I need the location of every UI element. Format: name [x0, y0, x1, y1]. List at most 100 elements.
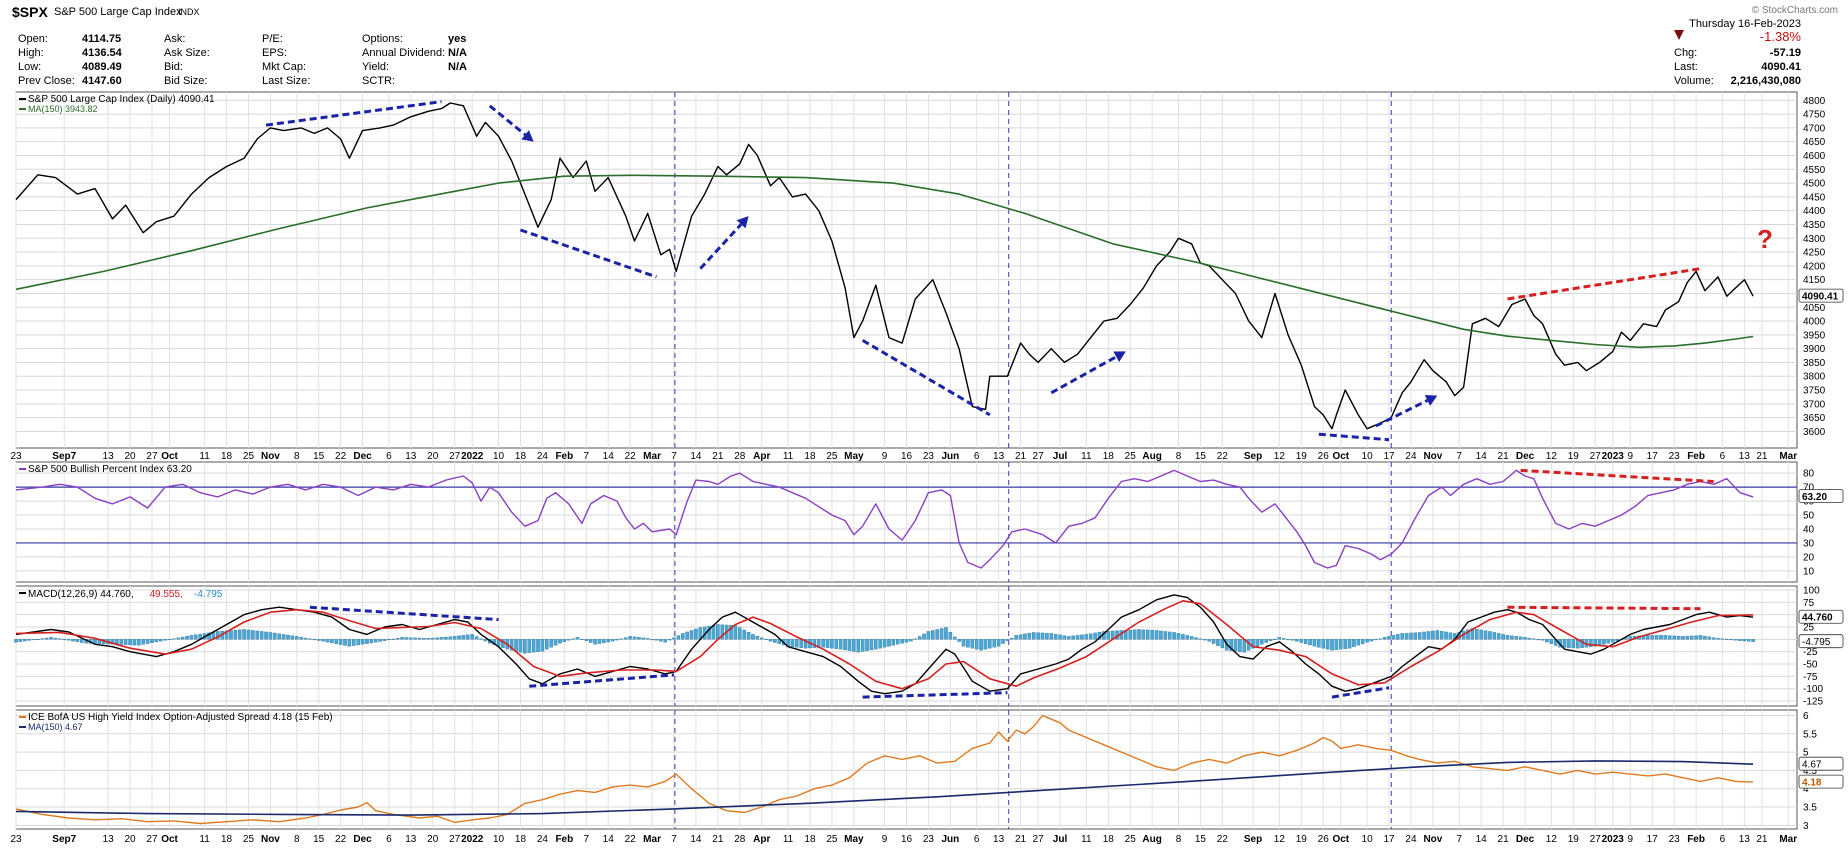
x-tick-label: Feb [1687, 834, 1705, 845]
x-tick-label: Oct [161, 834, 178, 845]
histogram-bar [1628, 636, 1633, 640]
histogram-bar [80, 639, 84, 643]
histogram-bar [733, 625, 738, 640]
panel-3: 3 3.5 4 4.5 5 5.5 6 ICE BofA US High Yield Inde… [15, 709, 1844, 832]
panel-legend: MACD(12,26,9) 44.760, 49.555, -4.795 [19, 589, 223, 600]
histogram-bar [553, 639, 558, 646]
histogram-bar [610, 639, 615, 642]
histogram-bar [742, 629, 746, 640]
histogram-bar [1689, 635, 1694, 640]
histogram-bar [869, 639, 874, 651]
histogram-bar [795, 639, 799, 648]
histogram-bar [1611, 639, 1615, 643]
x-tick-label: 18 [1103, 834, 1115, 845]
x-tick-label: 14 [690, 834, 702, 845]
y-tick-label: 30 [1803, 538, 1815, 549]
histogram-bar [1540, 639, 1545, 641]
histogram-bar [1080, 634, 1084, 640]
histogram-bar [93, 639, 97, 644]
histogram-bar [926, 631, 931, 640]
x-tick-label: 14 [1476, 451, 1488, 462]
x-tick-label: 17 [1647, 451, 1659, 462]
x-tick-label: 23 [10, 834, 22, 845]
x-tick-label: Dec [353, 834, 372, 845]
histogram-bar [435, 637, 439, 640]
x-tick-label: 12 [1546, 834, 1558, 845]
histogram-bar [356, 639, 360, 646]
x-tick-label: 27 [1033, 834, 1045, 845]
quote-label: Open: [18, 33, 48, 45]
x-tick-label: 2022 [461, 834, 484, 845]
histogram-bar [1181, 634, 1185, 640]
x-tick-label: 27 [1590, 834, 1602, 845]
histogram-bar [1010, 637, 1014, 640]
x-tick-label: Dec [1516, 451, 1535, 462]
x-tick-label: 22 [1217, 834, 1229, 845]
histogram-bar [843, 639, 847, 651]
histogram-bar [865, 639, 869, 651]
histogram-bar [387, 639, 391, 641]
histogram-bar [1040, 632, 1045, 640]
histogram-bar [1220, 639, 1225, 649]
histogram-bar [483, 639, 488, 642]
histogram-bar [303, 637, 308, 640]
histogram-bar [1435, 630, 1440, 640]
x-tick-label: 26 [1318, 451, 1330, 462]
histogram-bar [1562, 639, 1567, 648]
x-tick-label: 2023 [1602, 451, 1625, 462]
histogram-bar [1049, 633, 1054, 640]
last-value-box [1798, 288, 1844, 303]
histogram-bar [343, 639, 347, 646]
histogram-bar [1150, 630, 1154, 640]
histogram-bar [1571, 639, 1576, 649]
x-tick-label: Jul [1053, 834, 1068, 845]
last-value-tag: 4.18 [1798, 774, 1844, 789]
histogram-bar [338, 639, 343, 645]
y-tick-label: 4550 [1803, 165, 1826, 176]
x-tick-label: 13 [103, 834, 115, 845]
x-tick-label: 22 [335, 451, 347, 462]
y-tick-label: 100 [1803, 585, 1820, 596]
x-tick-label: 9 [1628, 834, 1634, 845]
x-tick-label: 8 [294, 451, 300, 462]
x-tick-label: 8 [294, 834, 300, 845]
histogram-bar [189, 635, 194, 640]
trendline [1331, 686, 1390, 699]
histogram-bar [1738, 639, 1742, 641]
histogram-bar [40, 638, 45, 640]
x-tick-label: 25 [1125, 451, 1137, 462]
histogram-bar [799, 639, 803, 648]
histogram-bar [1448, 632, 1453, 640]
trend-arrow [1375, 399, 1429, 428]
x-tick-label: 17 [1647, 834, 1659, 845]
histogram-bar [159, 639, 163, 642]
histogram-bar [878, 639, 882, 649]
x-tick-label: 6 [1720, 834, 1726, 845]
histogram-bar [895, 639, 900, 645]
histogram-bar [961, 639, 966, 647]
histogram-bar [1475, 629, 1479, 640]
histogram-bar [931, 630, 935, 640]
legend-text: 49.555, [150, 589, 183, 600]
histogram-bar [330, 639, 334, 644]
histogram-bar [1299, 639, 1304, 643]
x-tick-label: Jun [941, 451, 959, 462]
histogram-bar [720, 624, 725, 640]
histogram-bar [31, 639, 36, 641]
histogram-bar [681, 633, 685, 640]
x-tick-label: Sep [1244, 834, 1262, 845]
histogram-bar [1567, 639, 1571, 648]
x-tick-label: 6 [386, 834, 392, 845]
histogram-bar [1426, 631, 1431, 640]
x-tick-label: 25 [826, 834, 838, 845]
histogram-bar [1676, 635, 1681, 640]
x-tick-label: 8 [1176, 834, 1182, 845]
x-tick-label: 23 [1669, 834, 1681, 845]
last-value-text: 63.20 [1802, 492, 1827, 503]
histogram-bar [128, 639, 132, 646]
histogram-bar [1391, 635, 1396, 640]
arrow-head-icon [1424, 395, 1438, 406]
quote-label: Mkt Cap: [262, 61, 306, 73]
histogram-bar [575, 637, 580, 640]
histogram-bar [545, 639, 549, 650]
